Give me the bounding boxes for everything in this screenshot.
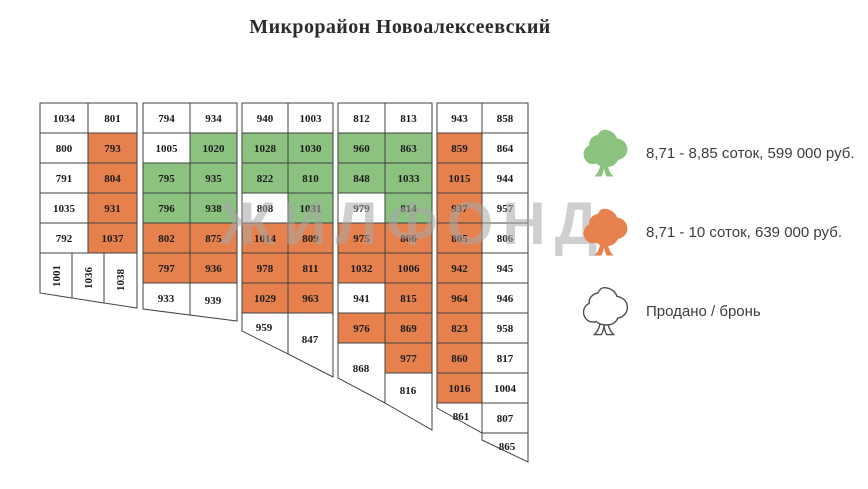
plot-802[interactable]: [142, 222, 191, 254]
legend-label-sold: Продано / бронь: [646, 303, 761, 320]
plot-811[interactable]: [287, 252, 334, 284]
plot-1033[interactable]: [384, 162, 433, 194]
plot-1001[interactable]: [39, 252, 73, 299]
plot-977[interactable]: [384, 342, 433, 374]
plot-801[interactable]: [87, 102, 138, 134]
plot-875[interactable]: [189, 222, 238, 254]
plot-869[interactable]: [384, 312, 433, 344]
plot-935[interactable]: [189, 162, 238, 194]
plot-1005[interactable]: [142, 132, 191, 164]
plot-1029[interactable]: [241, 282, 289, 314]
plot-866[interactable]: [384, 222, 433, 254]
plot-813[interactable]: [384, 102, 433, 134]
plot-1035[interactable]: [39, 192, 89, 224]
plot-805[interactable]: [436, 222, 483, 254]
plot-963[interactable]: [287, 282, 334, 314]
plot-978[interactable]: [241, 252, 289, 284]
plot-960[interactable]: [337, 132, 386, 164]
plot-945[interactable]: [481, 252, 529, 284]
plot-810[interactable]: [287, 162, 334, 194]
plot-812[interactable]: [337, 102, 386, 134]
plot-848[interactable]: [337, 162, 386, 194]
plot-958[interactable]: [481, 312, 529, 344]
plot-865[interactable]: [481, 432, 529, 463]
legend-item-orange: 8,71 - 10 соток, 639 000 руб.: [578, 199, 866, 267]
plot-944[interactable]: [481, 162, 529, 194]
plot-792[interactable]: [39, 222, 89, 254]
plot-794[interactable]: [142, 102, 191, 134]
page-title: Микрорайон Новоалексеевский: [249, 16, 551, 38]
plot-943[interactable]: [436, 102, 483, 134]
plot-941[interactable]: [337, 282, 386, 314]
plot-940[interactable]: [241, 102, 289, 134]
plot-1003[interactable]: [287, 102, 334, 134]
plot-1037[interactable]: [87, 222, 138, 254]
plot-931[interactable]: [87, 192, 138, 224]
outline-tree-icon: [582, 287, 629, 336]
plot-1030[interactable]: [287, 132, 334, 164]
plot-793[interactable]: [87, 132, 138, 164]
plot-946[interactable]: [481, 282, 529, 314]
plot-938[interactable]: [189, 192, 238, 224]
plot-1038[interactable]: [103, 252, 138, 309]
plot-796[interactable]: [142, 192, 191, 224]
plot-823[interactable]: [436, 312, 483, 344]
plot-858[interactable]: [481, 102, 529, 134]
plot-791[interactable]: [39, 162, 89, 194]
plot-797[interactable]: [142, 252, 191, 284]
plot-807[interactable]: [481, 402, 529, 434]
plot-1014[interactable]: [241, 222, 289, 254]
plot-979[interactable]: [337, 192, 386, 224]
plot-809[interactable]: [287, 222, 334, 254]
plot-1020[interactable]: [189, 132, 238, 164]
legend-label-green: 8,71 - 8,85 соток, 599 000 руб.: [646, 145, 855, 162]
plot-795[interactable]: [142, 162, 191, 194]
plot-800[interactable]: [39, 132, 89, 164]
plot-1006[interactable]: [384, 252, 433, 284]
plot-817[interactable]: [481, 342, 529, 374]
legend: 8,71 - 8,85 соток, 599 000 руб. 8,71 - 1…: [578, 120, 866, 357]
plot-1031[interactable]: [287, 192, 334, 224]
plot-1016[interactable]: [436, 372, 483, 404]
plot-959[interactable]: [241, 312, 289, 355]
plot-976[interactable]: [337, 312, 386, 344]
plot-1004[interactable]: [481, 372, 529, 404]
plot-864[interactable]: [481, 132, 529, 164]
plot-804[interactable]: [87, 162, 138, 194]
legend-item-green: 8,71 - 8,85 соток, 599 000 руб.: [578, 120, 866, 188]
plot-964[interactable]: [436, 282, 483, 314]
orange-tree-icon: [583, 208, 628, 256]
plot-816[interactable]: [384, 372, 433, 431]
plot-933[interactable]: [142, 282, 191, 316]
plot-1028[interactable]: [241, 132, 289, 164]
plot-861[interactable]: [436, 402, 483, 434]
plot-822[interactable]: [241, 162, 289, 194]
plot-937[interactable]: [436, 192, 483, 224]
plot-863[interactable]: [384, 132, 433, 164]
plot-859[interactable]: [436, 132, 483, 164]
plot-860[interactable]: [436, 342, 483, 374]
green-tree-icon: [583, 129, 628, 177]
plot-1015[interactable]: [436, 162, 483, 194]
plot-1036[interactable]: [71, 252, 105, 304]
plot-939[interactable]: [189, 282, 238, 322]
legend-label-orange: 8,71 - 10 соток, 639 000 руб.: [646, 224, 842, 241]
plot-815[interactable]: [384, 282, 433, 314]
plot-957[interactable]: [481, 192, 529, 224]
plot-936[interactable]: [189, 252, 238, 284]
plot-1034[interactable]: [39, 102, 89, 134]
plot-808[interactable]: [241, 192, 289, 224]
plot-942[interactable]: [436, 252, 483, 284]
legend-item-sold: Продано / бронь: [578, 278, 866, 346]
plot-814[interactable]: [384, 192, 433, 224]
plot-934[interactable]: [189, 102, 238, 134]
plot-975[interactable]: [337, 222, 386, 254]
plot-868[interactable]: [337, 342, 386, 404]
plot-806[interactable]: [481, 222, 529, 254]
plot-847[interactable]: [287, 312, 334, 378]
plot-1032[interactable]: [337, 252, 386, 284]
